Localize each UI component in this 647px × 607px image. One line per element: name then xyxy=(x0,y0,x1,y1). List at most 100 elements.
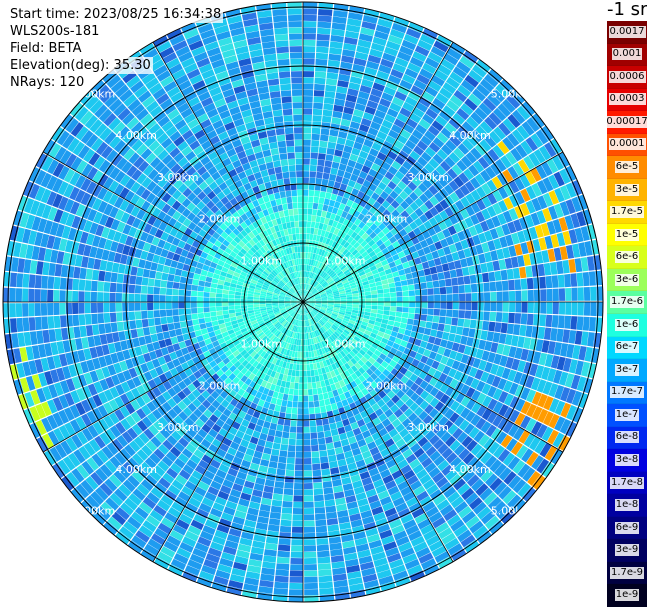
range-gate xyxy=(384,297,391,302)
range-gate xyxy=(398,327,406,335)
range-gate xyxy=(422,246,431,255)
range-gate xyxy=(81,256,89,268)
range-gate xyxy=(444,206,454,217)
range-gate xyxy=(283,335,288,342)
range-gate xyxy=(577,392,588,409)
range-gate xyxy=(316,285,323,291)
range-gate xyxy=(546,302,553,314)
range-gate xyxy=(332,332,339,339)
range-gate xyxy=(358,555,373,565)
range-gate xyxy=(255,444,265,453)
range-gate xyxy=(187,383,197,393)
range-gate xyxy=(537,195,548,210)
range-gate xyxy=(308,303,315,307)
range-gate xyxy=(224,321,232,327)
range-gate xyxy=(576,272,584,287)
range-gate xyxy=(334,381,341,390)
range-gate xyxy=(398,541,413,553)
range-gate xyxy=(291,369,296,377)
range-gate xyxy=(320,405,327,413)
range-gate xyxy=(552,288,559,301)
range-gate xyxy=(286,400,293,408)
range-gate xyxy=(311,457,320,464)
range-gate xyxy=(475,125,488,139)
range-gate xyxy=(115,302,122,312)
range-gate xyxy=(128,367,138,379)
range-gate xyxy=(136,328,145,337)
range-gate xyxy=(443,53,459,66)
range-gate xyxy=(286,323,291,329)
range-gate xyxy=(367,494,379,504)
range-gate xyxy=(345,308,353,313)
range-gate xyxy=(507,133,520,147)
range-gate xyxy=(348,577,363,586)
range-gate xyxy=(125,235,134,246)
range-gate xyxy=(384,438,395,448)
range-gate xyxy=(333,276,340,282)
range-gate xyxy=(178,437,189,448)
range-gate xyxy=(104,271,112,282)
range-gate xyxy=(356,418,366,428)
range-gate xyxy=(81,337,89,349)
range-gate xyxy=(182,387,192,397)
range-gate xyxy=(452,66,468,79)
range-gate xyxy=(408,134,420,145)
range-gate xyxy=(38,344,47,358)
range-gate xyxy=(259,304,266,307)
range-gate xyxy=(502,169,514,183)
range-gate xyxy=(58,425,71,440)
range-gate xyxy=(245,386,253,394)
range-gate xyxy=(420,523,435,536)
range-gate xyxy=(442,420,454,431)
range-gate xyxy=(353,486,365,495)
range-gate xyxy=(172,189,182,200)
range-gate xyxy=(49,446,62,462)
range-gate xyxy=(394,258,402,266)
range-gate xyxy=(247,293,254,297)
range-gate xyxy=(474,173,486,186)
range-gate xyxy=(351,338,359,345)
range-gate xyxy=(371,243,379,251)
range-gate xyxy=(201,390,211,399)
range-gate xyxy=(296,439,303,446)
range-gate xyxy=(284,299,291,301)
range-gate xyxy=(548,383,559,398)
range-gate xyxy=(230,239,238,247)
range-gate xyxy=(191,290,198,297)
range-gate xyxy=(240,367,248,375)
range-gate xyxy=(377,305,384,311)
range-gate xyxy=(362,179,372,189)
range-gate xyxy=(356,190,365,199)
range-gate xyxy=(541,366,551,381)
range-gate xyxy=(285,306,292,310)
range-gate xyxy=(558,315,565,329)
range-gate xyxy=(522,228,532,242)
range-gate xyxy=(311,350,315,358)
range-gate xyxy=(384,252,392,260)
range-gate xyxy=(374,277,382,283)
range-gate xyxy=(41,156,54,172)
range-gate xyxy=(303,314,305,321)
range-gate xyxy=(344,450,354,459)
range-gate xyxy=(473,501,487,515)
range-gate xyxy=(142,268,150,278)
range-gate xyxy=(368,94,381,104)
range-gate xyxy=(110,322,118,333)
range-gate xyxy=(150,262,158,271)
range-gate xyxy=(438,372,448,383)
range-gate xyxy=(347,322,355,328)
range-gate xyxy=(443,324,451,333)
range-gate xyxy=(524,170,537,185)
range-gate xyxy=(294,319,298,326)
range-gate xyxy=(277,418,285,426)
range-gate xyxy=(175,364,184,374)
range-gate xyxy=(107,251,116,262)
range-gate xyxy=(347,236,354,244)
range-gate xyxy=(457,143,470,155)
range-gate xyxy=(134,302,141,311)
range-gate xyxy=(427,125,440,137)
range-gate xyxy=(253,291,261,296)
range-gate xyxy=(470,202,481,214)
range-gate xyxy=(346,294,353,298)
range-gate xyxy=(92,357,101,370)
